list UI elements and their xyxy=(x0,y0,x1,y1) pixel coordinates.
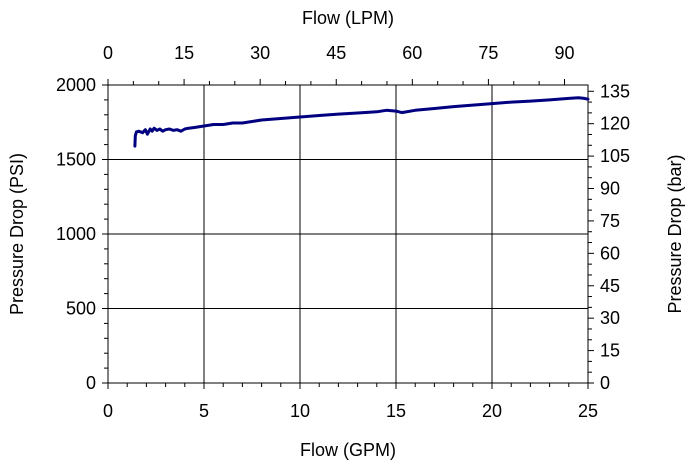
x-tick-label: 10 xyxy=(290,401,310,421)
y-tick-label: 1000 xyxy=(56,224,96,244)
x-tick-label: 5 xyxy=(199,401,209,421)
x2-tick-label: 75 xyxy=(478,43,498,63)
x2-axis-title: Flow (LPM) xyxy=(302,8,394,28)
y2-tick-label: 30 xyxy=(600,308,620,328)
x2-tick-label: 30 xyxy=(250,43,270,63)
x-tick-label: 0 xyxy=(103,401,113,421)
y2-tick-label: 60 xyxy=(600,243,620,263)
y-tick-label: 500 xyxy=(66,299,96,319)
y2-tick-label: 15 xyxy=(600,341,620,361)
x2-tick-label: 45 xyxy=(326,43,346,63)
y2-tick-label: 105 xyxy=(600,146,630,166)
x-axis-tick-labels: 0 5 10 15 20 25 xyxy=(103,401,598,421)
y2-axis-tick-labels: 0 15 30 45 60 75 90 105 120 135 xyxy=(600,81,630,393)
x2-tick-label: 90 xyxy=(554,43,574,63)
x-tick-label: 25 xyxy=(578,401,598,421)
y2-tick-label: 90 xyxy=(600,179,620,199)
x2-tick-label: 60 xyxy=(402,43,422,63)
y2-tick-label: 75 xyxy=(600,211,620,231)
x-tick-label: 20 xyxy=(482,401,502,421)
x-tick-label: 15 xyxy=(386,401,406,421)
y-tick-label: 0 xyxy=(86,373,96,393)
y-tick-label: 1500 xyxy=(56,150,96,170)
y2-axis-title: Pressure Drop (bar) xyxy=(665,154,685,313)
y-tick-label: 2000 xyxy=(56,75,96,95)
y-axis-tick-labels: 0 500 1000 1500 2000 xyxy=(56,75,96,393)
x-axis-title: Flow (GPM) xyxy=(300,440,396,460)
series-line xyxy=(133,96,590,148)
y2-tick-label: 120 xyxy=(600,114,630,134)
x2-tick-label: 15 xyxy=(174,43,194,63)
y2-tick-label: 0 xyxy=(600,373,610,393)
y2-tick-label: 45 xyxy=(600,276,620,296)
y-axis-title: Pressure Drop (PSI) xyxy=(7,153,27,315)
x2-tick-label: 0 xyxy=(103,43,113,63)
axis-ticks xyxy=(102,79,594,389)
grid xyxy=(108,85,588,383)
series-group xyxy=(133,96,590,148)
y2-tick-label: 135 xyxy=(600,81,630,101)
x2-axis-tick-labels: 0 15 30 45 60 75 90 xyxy=(103,43,575,63)
